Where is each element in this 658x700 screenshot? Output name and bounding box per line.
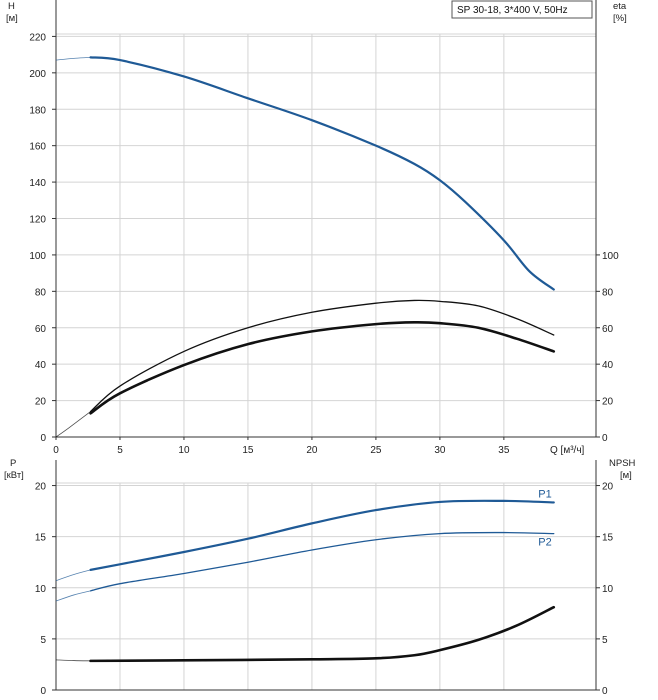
efficiency-thin-extension-line	[55, 411, 91, 438]
left-tick-label: 10	[35, 584, 47, 595]
right-tick-label: 80	[602, 287, 614, 298]
lower-series-labels: P1 P2	[538, 488, 551, 548]
right-tick-label: 20	[602, 482, 614, 493]
upper-axes	[52, 0, 600, 440]
power-axis-label: P	[10, 458, 16, 469]
right-tick-label: 60	[602, 324, 614, 335]
head-efficiency-chart: 0204060801001201401601802002200204060801…	[6, 0, 627, 456]
x-tick-label: 25	[370, 445, 382, 456]
npsh-extension-line	[55, 659, 91, 662]
left-tick-label: 20	[35, 482, 47, 493]
left-tick-label: 120	[29, 215, 46, 226]
left-tick-label: 180	[29, 105, 46, 116]
right-tick-label: 0	[602, 433, 608, 444]
lower-grid	[56, 482, 596, 690]
head-extension-line	[55, 56, 91, 61]
lower-axes	[52, 460, 600, 691]
x-tick-label: 20	[306, 445, 318, 456]
power-axis-unit: [кВт]	[4, 470, 24, 481]
x-tick-label: 30	[434, 445, 446, 456]
eta-axis-unit: [%]	[613, 13, 627, 24]
x-tick-label: 15	[242, 445, 254, 456]
upper-series	[55, 56, 556, 438]
upper-tick-labels: 0204060801001201401601802002200204060801…	[29, 32, 619, 456]
left-tick-label: 0	[40, 686, 46, 697]
right-tick-label: 40	[602, 360, 614, 371]
series-label-p2: P2	[538, 537, 551, 549]
left-tick-label: 5	[40, 635, 46, 646]
p2-extension-line	[55, 590, 91, 602]
head-curve	[89, 56, 555, 291]
x-tick-label: 0	[53, 445, 59, 456]
x-tick-label: 10	[178, 445, 190, 456]
left-tick-label: 20	[35, 397, 47, 408]
efficiency-thick-curve	[89, 320, 556, 415]
npsh-curve	[89, 605, 556, 663]
model-label-box: SP 30-18, 3*400 V, 50Hz	[451, 0, 593, 19]
left-tick-label: 100	[29, 251, 46, 262]
lower-tick-labels: 0 5 10 15 20 0 5 10 15 20	[35, 482, 614, 697]
left-tick-label: 200	[29, 69, 46, 80]
series-label-p1: P1	[538, 488, 551, 500]
p1-curve	[89, 499, 555, 571]
power-npsh-chart: 0 5 10 15 20 0 5 10 15 20 P [кВт] NPSH [м] P1 P2	[4, 458, 636, 697]
lower-axis-titles: P [кВт] NPSH [м]	[4, 458, 636, 481]
right-tick-label: 20	[602, 397, 614, 408]
q-axis-label: Q [м³/ч]	[550, 445, 585, 456]
head-axis-label: H	[8, 1, 15, 12]
left-tick-label: 80	[35, 287, 47, 298]
right-tick-label: 5	[602, 635, 608, 646]
model-label: SP 30-18, 3*400 V, 50Hz	[457, 5, 568, 16]
left-tick-label: 40	[35, 360, 47, 371]
x-tick-label: 35	[498, 445, 510, 456]
upper-axis-titles: H [м] eta [%] Q [м³/ч]	[6, 1, 627, 456]
head-axis-unit: [м]	[6, 13, 18, 24]
left-tick-label: 160	[29, 142, 46, 153]
left-tick-label: 140	[29, 178, 46, 189]
efficiency-thin-curve	[89, 299, 555, 413]
right-tick-label: 10	[602, 584, 614, 595]
left-tick-label: 60	[35, 324, 47, 335]
upper-grid	[56, 33, 596, 437]
x-tick-label: 5	[117, 445, 123, 456]
right-tick-label: 0	[602, 686, 608, 697]
p1-extension-line	[55, 569, 91, 581]
left-tick-label: 220	[29, 32, 46, 43]
left-tick-label: 0	[40, 433, 46, 444]
npsh-axis-unit: [м]	[620, 470, 632, 481]
right-tick-label: 15	[602, 533, 614, 544]
eta-axis-label: eta	[613, 1, 627, 12]
right-tick-label: 100	[602, 251, 619, 262]
left-tick-label: 15	[35, 533, 47, 544]
npsh-axis-label: NPSH	[609, 458, 636, 469]
p2-curve	[89, 531, 555, 592]
lower-series	[55, 499, 556, 663]
